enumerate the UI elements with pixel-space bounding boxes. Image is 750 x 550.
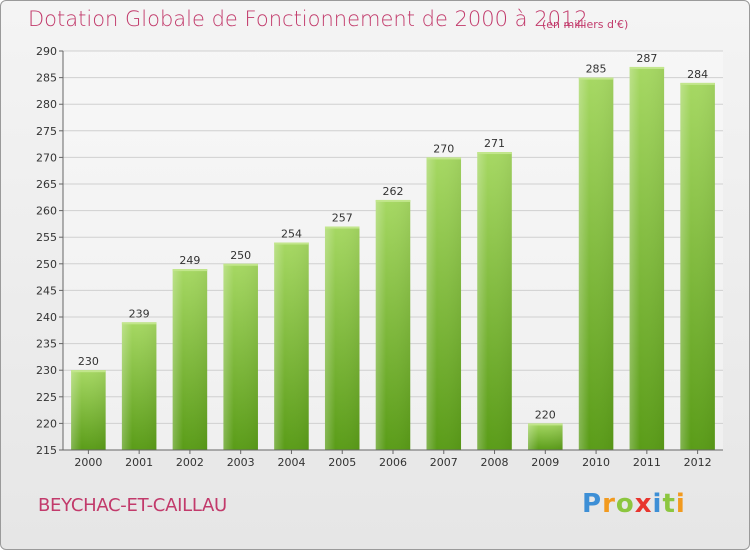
logo-letter: i <box>653 489 663 519</box>
x-tick-label: 2007 <box>430 456 458 469</box>
bar-value-label: 270 <box>433 142 454 155</box>
y-tick-label: 225 <box>36 391 57 404</box>
x-tick-label: 2001 <box>125 456 153 469</box>
bar-shine <box>528 423 563 450</box>
bar-shine <box>71 370 106 450</box>
x-tick-label: 2012 <box>684 456 712 469</box>
bar-top <box>223 264 258 266</box>
bar-shine <box>173 269 208 450</box>
y-tick-label: 230 <box>36 364 57 377</box>
bar-value-label: 257 <box>332 212 353 225</box>
bar-shine <box>274 243 309 450</box>
y-tick-label: 250 <box>36 258 57 271</box>
bar-value-label: 239 <box>129 307 150 320</box>
bar-shine <box>223 264 258 450</box>
logo-letter: t <box>662 489 675 519</box>
y-tick-label: 245 <box>36 284 57 297</box>
y-tick-label: 215 <box>36 444 57 457</box>
bar-shine <box>477 152 512 450</box>
bar-value-label: 285 <box>586 63 607 76</box>
bar-top <box>71 370 106 372</box>
bar-value-label: 220 <box>535 408 556 421</box>
bar-top <box>427 157 462 159</box>
x-tick-label: 2008 <box>481 456 509 469</box>
bar-top <box>477 152 512 154</box>
y-tick-label: 285 <box>36 72 57 85</box>
x-tick-label: 2009 <box>531 456 559 469</box>
bar-shine <box>122 322 157 450</box>
x-tick-label: 2011 <box>633 456 661 469</box>
logo-letter: o <box>616 489 635 519</box>
commune-name: BEYCHAC-ET-CAILLAU <box>38 495 227 516</box>
bar-top <box>528 423 563 425</box>
bar-top <box>630 67 665 69</box>
y-tick-label: 265 <box>36 178 57 191</box>
y-tick-label: 260 <box>36 205 57 218</box>
y-tick-label: 255 <box>36 231 57 244</box>
logo-letter: r <box>602 489 616 519</box>
bar-value-label: 250 <box>230 249 251 262</box>
bar-top <box>173 269 208 271</box>
logo-letter: P <box>582 489 602 519</box>
bar-shine <box>376 200 411 450</box>
bar-shine <box>427 157 462 450</box>
y-tick-label: 235 <box>36 338 57 351</box>
x-tick-label: 2003 <box>227 456 255 469</box>
proxiti-logo: Proxiti <box>582 489 686 519</box>
y-tick-label: 270 <box>36 151 57 164</box>
bar-top <box>325 227 360 229</box>
bar-value-label: 249 <box>179 254 200 267</box>
bar-value-label: 287 <box>636 52 657 65</box>
x-tick-label: 2000 <box>74 456 102 469</box>
logo-letter: i <box>676 489 686 519</box>
x-tick-label: 2002 <box>176 456 204 469</box>
bar-top <box>274 243 309 245</box>
x-tick-label: 2005 <box>328 456 356 469</box>
bar-shine <box>630 67 665 450</box>
x-tick-label: 2010 <box>582 456 610 469</box>
logo-letter: x <box>635 489 653 519</box>
bar-value-label: 284 <box>687 68 708 81</box>
y-tick-label: 275 <box>36 125 57 138</box>
bar-top <box>122 322 157 324</box>
bar-value-label: 254 <box>281 228 302 241</box>
bar-shine <box>325 227 360 450</box>
bar-value-label: 230 <box>78 355 99 368</box>
bar-top <box>376 200 411 202</box>
bar-value-label: 271 <box>484 137 505 150</box>
y-tick-label: 280 <box>36 98 57 111</box>
y-tick-label: 220 <box>36 417 57 430</box>
x-tick-label: 2004 <box>277 456 305 469</box>
bar-shine <box>680 83 715 450</box>
bar-shine <box>579 78 614 450</box>
bar-top <box>680 83 715 85</box>
x-tick-label: 2006 <box>379 456 407 469</box>
y-tick-label: 240 <box>36 311 57 324</box>
bar-top <box>579 78 614 80</box>
bar-value-label: 262 <box>383 185 404 198</box>
y-tick-label: 290 <box>36 45 57 58</box>
